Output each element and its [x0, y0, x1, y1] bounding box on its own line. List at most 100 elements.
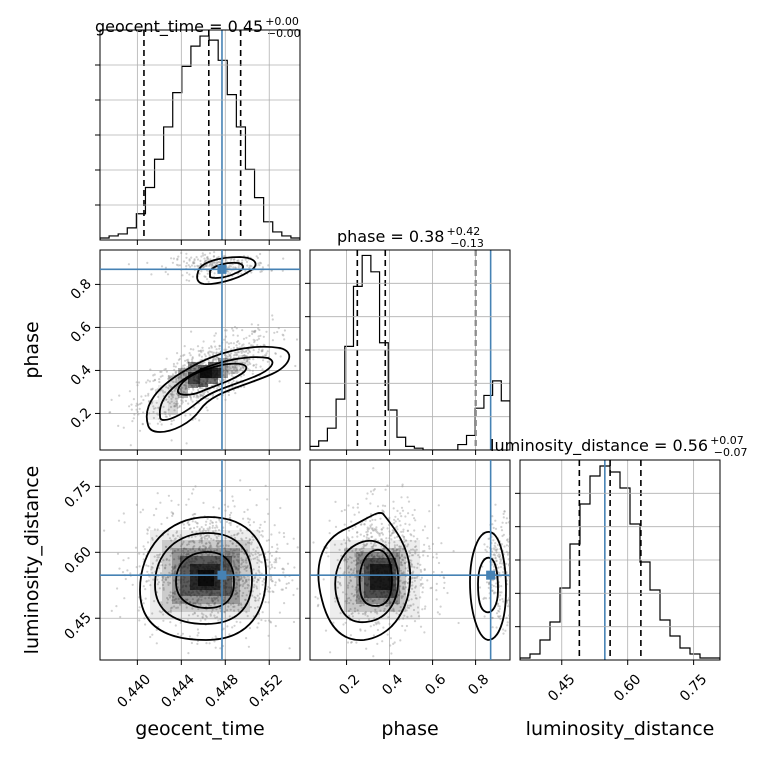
sample-point — [226, 370, 229, 373]
sample-point — [354, 563, 357, 567]
sample-point — [389, 637, 392, 640]
contour-outer — [317, 512, 411, 641]
sample-point — [245, 561, 248, 564]
sample-point — [276, 330, 279, 334]
sample-point — [177, 597, 180, 601]
sample-point — [280, 588, 283, 591]
sample-point — [357, 511, 361, 514]
sample-point — [401, 558, 404, 561]
sample-point — [345, 600, 348, 603]
sample-point — [214, 332, 217, 335]
sample-point — [245, 594, 248, 597]
sample-point — [250, 271, 253, 274]
sample-point — [243, 568, 246, 571]
sample-point — [236, 340, 239, 344]
sample-point — [188, 560, 191, 563]
sample-point — [333, 543, 336, 546]
sample-point — [232, 561, 235, 564]
sample-point — [193, 550, 196, 553]
sample-point — [339, 567, 342, 570]
sample-point — [206, 278, 209, 281]
sample-point — [483, 615, 486, 618]
sample-point — [413, 576, 416, 580]
sample-point — [505, 539, 509, 542]
sample-point — [183, 547, 186, 550]
sample-point — [372, 589, 375, 592]
sample-point — [413, 566, 416, 569]
sample-point — [305, 594, 307, 596]
sample-point — [245, 611, 248, 614]
sample-point — [167, 583, 170, 587]
sample-point — [187, 540, 190, 544]
sample-point — [383, 548, 386, 551]
sample-point — [400, 596, 403, 600]
sample-point — [351, 615, 354, 618]
sample-point — [224, 354, 227, 357]
sample-point — [166, 576, 169, 579]
sample-point — [187, 564, 190, 567]
sample-point — [181, 399, 184, 402]
sample-point — [365, 565, 368, 569]
sample-point — [168, 582, 172, 585]
sample-point — [238, 364, 241, 367]
sample-point — [173, 566, 176, 570]
sample-point — [176, 632, 180, 635]
sample-point — [218, 379, 222, 382]
sample-point — [386, 484, 389, 487]
sample-point — [228, 365, 231, 368]
sample-point — [316, 605, 319, 608]
sample-point — [181, 274, 184, 277]
sample-point — [136, 410, 139, 413]
sample-point — [500, 529, 504, 532]
sample-point — [370, 592, 373, 595]
sample-point — [246, 566, 249, 569]
sample-point — [414, 594, 417, 597]
sample-point — [157, 581, 160, 584]
sample-point — [254, 553, 257, 556]
sample-point — [224, 550, 227, 553]
density-cell — [228, 358, 238, 374]
sample-point — [233, 593, 237, 596]
sample-point — [170, 594, 173, 597]
sample-point — [197, 349, 200, 353]
sample-point — [182, 551, 185, 555]
sample-point — [239, 621, 242, 624]
sample-point — [193, 259, 196, 262]
sample-point — [227, 368, 230, 371]
sample-point — [142, 558, 145, 561]
sample-point — [423, 607, 426, 610]
sample-point — [403, 540, 406, 543]
sample-point — [358, 553, 361, 556]
sample-point — [211, 524, 214, 527]
sample-point — [362, 550, 365, 553]
sample-point — [373, 527, 376, 531]
sample-point — [259, 553, 262, 556]
sample-point — [195, 395, 199, 398]
sample-point — [338, 582, 341, 586]
sample-point — [498, 605, 501, 608]
sample-point — [164, 411, 167, 414]
sample-point — [353, 513, 356, 516]
sample-point — [411, 513, 414, 517]
sample-point — [265, 588, 269, 591]
sample-point — [216, 397, 219, 400]
sample-point — [252, 354, 255, 357]
sample-point — [252, 579, 255, 582]
sample-point — [174, 397, 178, 400]
y-tick-label: 0.75 — [61, 478, 94, 511]
sample-point — [438, 613, 441, 616]
sample-point — [336, 559, 339, 562]
sample-point — [169, 611, 172, 614]
sample-point — [173, 404, 176, 408]
sample-point — [206, 527, 209, 530]
sample-point — [381, 509, 384, 512]
sample-point — [494, 527, 498, 531]
sample-point — [287, 582, 290, 585]
sample-point — [406, 569, 410, 572]
sample-point — [131, 420, 134, 423]
sample-point — [367, 597, 370, 600]
sample-point — [214, 555, 217, 558]
sample-point — [175, 601, 178, 604]
sample-point — [138, 606, 141, 609]
sample-point — [187, 550, 190, 553]
